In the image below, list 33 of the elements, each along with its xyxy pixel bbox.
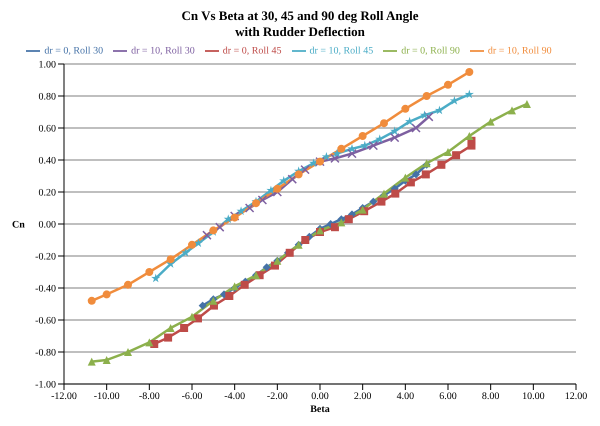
x-tick-label: 4.00 [396,391,414,402]
y-tick-label: 0.20 [38,188,56,199]
y-tick-label: -0.40 [35,284,56,295]
x-axis-title: Beta [310,404,330,415]
legend-label: dr = 10, Roll 30 [131,45,195,56]
x-tick-label: -10.00 [94,391,120,402]
y-tick-label: -0.60 [35,316,56,327]
x-tick-label: 10.00 [522,391,545,402]
y-tick-label: 0.40 [38,156,56,167]
x-tick-label: -4.00 [224,391,246,402]
legend-label: dr = 0, Roll 90 [401,45,460,56]
y-tick-label: 0.00 [38,220,56,231]
legend-label: dr = 10, Roll 45 [310,45,374,56]
x-tick-label: 8.00 [482,391,500,402]
legend-label: dr = 0, Roll 30 [44,45,104,56]
x-tick-label: -8.00 [138,391,160,402]
chart-title: Cn Vs Beta at 30, 45 and 90 deg Roll Angle with Rudder Deflection [180,8,420,40]
y-tick-label: 1.00 [38,60,56,71]
y-axis-title: Cn [12,220,26,231]
legend-label: dr = 10, Roll 90 [488,45,552,56]
y-tick-label: -0.20 [35,252,56,263]
y-tick-label: -0.80 [35,348,56,359]
legend-label: dr = 0, Roll 45 [222,45,282,56]
x-tick-label: -6.00 [182,391,202,402]
x-tick-label: 6.00 [439,391,457,402]
y-tick-label: -1.00 [35,380,56,391]
y-tick-label: 0.60 [38,124,56,135]
x-tick-label: 0.00 [311,391,329,402]
y-tick-label: 0.80 [38,92,56,103]
x-tick-label: -2.00 [266,391,288,402]
x-tick-label: 12.00 [564,391,588,402]
x-tick-label: 2.00 [354,391,372,402]
x-tick-label: -12.00 [51,391,77,402]
